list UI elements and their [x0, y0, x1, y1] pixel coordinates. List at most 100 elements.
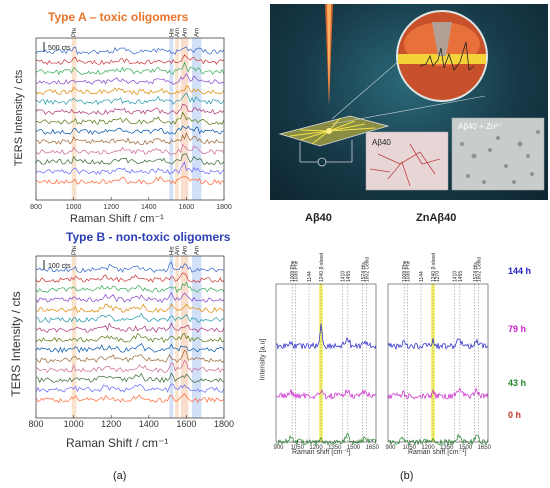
band-his	[169, 256, 174, 418]
band-aromatic-aa	[180, 256, 189, 418]
x-tick-label: 1600	[176, 419, 196, 429]
spectrum-line	[35, 61, 225, 76]
peak-label: 1270	[435, 271, 441, 282]
x-tick-label: 1500	[347, 445, 361, 451]
spectrum-line	[35, 111, 225, 125]
x-tick-label: 1400	[139, 419, 159, 429]
spectrum-line	[35, 175, 225, 186]
peak-label: 1410	[452, 271, 458, 282]
panel-a-caption: (a)	[113, 470, 127, 482]
spectrum-line	[35, 312, 225, 324]
scale-bar-label: 500 cts	[48, 45, 71, 52]
panel-a-top-chart: Phe HisAmide IIAromatic AA Amide I 800 1000 1…	[30, 28, 232, 211]
spectrum-line	[35, 281, 225, 294]
panel-a-bottom-ylabel: TERS Intensity / cts	[9, 291, 23, 397]
spectrum-line	[35, 359, 225, 374]
spectrum-144h	[275, 323, 377, 350]
spectrum-line	[35, 46, 225, 55]
spectrum-line	[35, 153, 225, 166]
time-label-43: 43 h	[508, 378, 527, 388]
peak-label: 1574 His	[473, 262, 479, 282]
illustration-label-right: Aβ40 + Zn²⁺	[458, 122, 503, 131]
plot-left-xlabel: Raman shift [cm⁻¹]	[292, 449, 351, 456]
spectrum-line	[35, 125, 225, 136]
band-phe	[71, 38, 77, 200]
spectrum-line	[35, 104, 225, 115]
illustration-label-left: Aβ40	[372, 138, 391, 147]
band-label: Aromatic AA	[183, 246, 189, 255]
scale-bar-label: 100 cts	[48, 263, 71, 270]
spectrum-line	[35, 332, 225, 343]
x-tick-label: 900	[273, 445, 284, 451]
tip-illustration	[270, 4, 548, 200]
panel-a-bottom-chart: Phe HisAmide IIAromatic AA Amide I 800 1000 1…	[28, 246, 234, 429]
peak-label: 1009 Phe	[402, 260, 408, 282]
spectrum-line	[35, 291, 225, 304]
spectrum-line	[35, 342, 225, 354]
spectrum-line	[35, 322, 225, 334]
x-tick-label: 800	[30, 204, 42, 211]
spectrum-line	[35, 132, 225, 145]
x-tick-label: 1650	[366, 445, 380, 451]
band-amide-i	[192, 256, 202, 418]
spectrum-43h	[387, 433, 489, 446]
spectrum-79h	[387, 387, 489, 400]
band-label: Phe	[72, 28, 78, 37]
peak-label: 1036 Phe	[294, 260, 300, 282]
spectrum-line	[35, 54, 225, 65]
x-tick-label: 900	[385, 445, 396, 451]
panel-a-top-xlabel: Raman Shift / cm⁻¹	[70, 213, 164, 225]
band-label: Amide II	[175, 28, 181, 37]
plot-left-ylabel: Intensity [a.u]	[259, 338, 267, 381]
x-tick-label: 800	[28, 419, 43, 429]
x-tick-label: 1050	[291, 445, 305, 451]
spectrum-line	[35, 92, 225, 106]
time-label-0: 0 h	[508, 410, 522, 420]
spectrum-79h	[275, 389, 377, 400]
spectrum-line	[35, 73, 225, 85]
peak-label: 1009 Phe	[290, 260, 296, 282]
band-aromatic-aa	[180, 38, 189, 200]
band-label: Amide I	[195, 246, 201, 255]
peak-label: 1036 Phe	[406, 260, 412, 282]
x-tick-label: 1500	[459, 445, 473, 451]
spectrum-line	[35, 349, 225, 363]
x-tick-label: 1000	[66, 204, 82, 211]
panel-a-bottom-xlabel: Raman Shift / cm⁻¹	[66, 436, 169, 450]
spectrum-line	[35, 303, 225, 313]
spectrum-line	[35, 161, 225, 176]
peak-label: 1240 β-sheet	[319, 252, 325, 282]
spectrum-144h	[387, 338, 489, 351]
peak-label: 1410	[340, 271, 346, 282]
band-label: Aromatic AA	[183, 28, 189, 37]
x-tick-label: 1200	[103, 204, 119, 211]
time-label-79: 79 h	[508, 324, 527, 334]
peak-label: 1240 β-sheet	[431, 252, 437, 282]
peak-label: 1602 Cellia	[364, 257, 370, 282]
x-tick-label: 1000	[64, 419, 84, 429]
spectrum-line	[35, 393, 225, 404]
peak-label: 1574 His	[361, 262, 367, 282]
plot-right-xlabel: Raman shift [cm⁻¹]	[408, 449, 467, 456]
time-label-144: 144 h	[508, 266, 532, 276]
band-amide-ii	[175, 256, 179, 418]
band-label: Phe	[72, 246, 78, 255]
plot-frame	[387, 283, 489, 443]
peak-label: 1144	[307, 271, 313, 282]
illustration-graphic	[278, 4, 545, 191]
spectrum-line	[35, 272, 225, 283]
x-tick-label: 1800	[216, 204, 232, 211]
band-label: Amide I	[195, 28, 201, 37]
plot-right-title: ZnAβ40	[416, 212, 457, 224]
x-tick-label: 1800	[214, 419, 234, 429]
spectrum-line	[35, 372, 225, 384]
x-tick-label: 1350	[440, 445, 454, 451]
x-tick-label: 1200	[309, 445, 323, 451]
band-label: His	[169, 28, 175, 37]
x-tick-label: 1650	[478, 445, 492, 451]
peak-label: 1602 Cellia	[476, 257, 482, 282]
x-tick-label: 1200	[421, 445, 435, 451]
spectrum-43h	[275, 433, 377, 447]
band-amide-i	[192, 38, 202, 200]
